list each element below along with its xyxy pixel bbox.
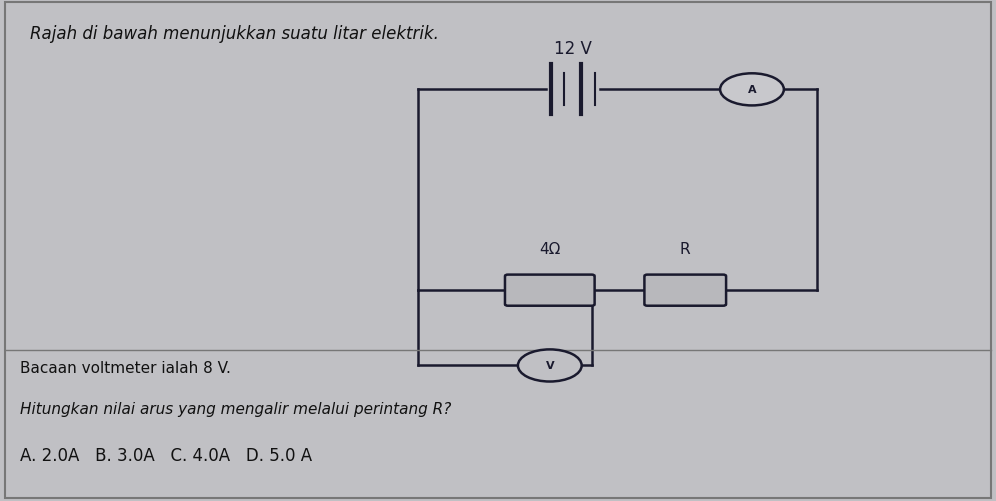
FancyBboxPatch shape — [644, 275, 726, 306]
Circle shape — [720, 74, 784, 106]
FancyBboxPatch shape — [505, 275, 595, 306]
Text: A. 2.0A   B. 3.0A   C. 4.0A   D. 5.0 A: A. 2.0A B. 3.0A C. 4.0A D. 5.0 A — [20, 446, 312, 464]
Circle shape — [518, 350, 582, 382]
Text: 4Ω: 4Ω — [539, 241, 561, 257]
Text: Hitungkan nilai arus yang mengalir melalui perintang R?: Hitungkan nilai arus yang mengalir melal… — [20, 401, 451, 416]
Text: V: V — [546, 361, 554, 371]
Text: R: R — [680, 241, 690, 257]
Text: Bacaan voltmeter ialah 8 V.: Bacaan voltmeter ialah 8 V. — [20, 361, 231, 376]
Text: A: A — [748, 85, 756, 95]
Text: 12 V: 12 V — [554, 40, 592, 58]
Text: Rajah di bawah menunjukkan suatu litar elektrik.: Rajah di bawah menunjukkan suatu litar e… — [30, 25, 439, 43]
